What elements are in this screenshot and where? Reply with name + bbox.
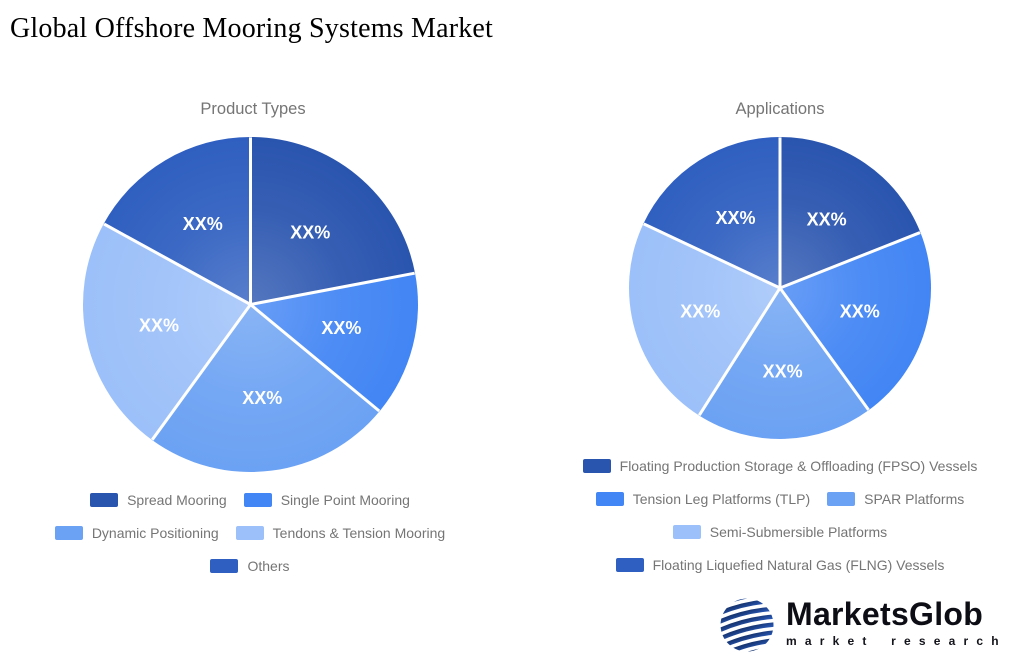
slice-label: XX% <box>680 301 720 321</box>
brand-logo: MarketsGlob market research <box>719 597 1007 653</box>
legend-swatch <box>243 492 272 507</box>
legend-label: Spread Mooring <box>127 491 227 508</box>
legend-swatch <box>672 524 701 539</box>
slice-label: XX% <box>715 208 755 228</box>
legend-label: SPAR Platforms <box>864 490 965 507</box>
legend-swatch <box>615 557 644 572</box>
legend-label: Tendons & Tension Mooring <box>272 524 446 541</box>
legend-swatch <box>827 491 856 506</box>
legend-row: Spread Mooring Single Point Mooring <box>0 490 500 509</box>
legend-label: Dynamic Positioning <box>91 524 219 541</box>
legend-item-spread-mooring: Spread Mooring <box>90 492 227 508</box>
legend-item-dynamic-positioning: Dynamic Positioning <box>54 524 219 541</box>
legend-row: Floating Production Storage & Offloading… <box>530 456 1030 475</box>
legend-item-spar-platforms: SPAR Platforms <box>827 491 964 507</box>
brand-tagline: market research <box>786 634 1007 648</box>
legend-row: Others <box>0 556 500 575</box>
slice-separator <box>778 286 870 411</box>
legend-swatch <box>235 525 264 540</box>
slice-label: XX% <box>762 361 802 381</box>
slice-label: XX% <box>290 223 330 243</box>
pie-svg: XX% XX% XX% XX% XX% <box>628 136 931 439</box>
legend-label: Tension Leg Platforms (TLP) <box>632 490 811 507</box>
legend-item-tendons-tension-mooring: Tendons & Tension Mooring <box>235 524 446 541</box>
legend-swatch <box>54 525 83 540</box>
legend-item-single-point-mooring: Single Point Mooring <box>243 491 410 508</box>
legend-item-others: Others <box>210 557 290 574</box>
slice-label: XX% <box>839 301 879 321</box>
chart-title-applications: Applications <box>735 100 825 118</box>
legend-label: Semi-Submersible Platforms <box>709 523 888 540</box>
slice-label: XX% <box>183 214 223 234</box>
legend-applications: Floating Production Storage & Offloading… <box>530 456 1030 574</box>
slice-label: XX% <box>139 315 179 335</box>
slice-separator <box>151 303 252 441</box>
legend-swatch <box>210 558 239 573</box>
slice-separator <box>103 222 252 306</box>
slice-separator <box>249 303 381 413</box>
slice-separator <box>778 230 921 289</box>
legend-swatch <box>582 458 611 473</box>
brand-name: MarketsGlob <box>786 596 984 632</box>
slice-label: XX% <box>806 209 846 229</box>
legend-row: Dynamic Positioning Tendons & Tension Moo… <box>0 523 500 542</box>
legend-row: Floating Liquefied Natural Gas (FLNG) Ve… <box>530 555 1030 574</box>
legend-swatch <box>90 492 119 507</box>
slice-separator <box>250 271 415 306</box>
slice-label: XX% <box>321 318 361 338</box>
legend-row: Semi-Submersible Platforms <box>530 522 1030 541</box>
chart-title-product-types: Product Types <box>200 100 306 118</box>
legend-label: Floating Production Storage & Offloading… <box>619 457 978 474</box>
legend-item-semi-submersible-platforms: Semi-Submersible Platforms <box>672 523 888 540</box>
legend-item-floating-liquefied-natural-gas-flng-vessels: Floating Liquefied Natural Gas (FLNG) Ve… <box>615 556 945 573</box>
legend-item-tension-leg-platforms-tlp: Tension Leg Platforms (TLP) <box>595 490 811 507</box>
legend-item-floating-production-storage-offloading-fpso-vessels: Floating Production Storage & Offloading… <box>582 457 978 474</box>
legend-row: Tension Leg Platforms (TLP) SPAR Platform… <box>530 489 1030 508</box>
legend-swatch <box>595 491 624 506</box>
pie-svg: XX% XX% XX% XX% XX% <box>83 137 418 472</box>
legend-label: Others <box>247 557 290 574</box>
slice-separator <box>642 222 781 289</box>
slice-label: XX% <box>242 388 282 408</box>
page-title: Global Offshore Mooring Systems Market <box>10 13 494 44</box>
slice-separator <box>697 286 781 416</box>
legend-label: Floating Liquefied Natural Gas (FLNG) Ve… <box>652 556 945 573</box>
legend-label: Single Point Mooring <box>280 491 410 508</box>
globe-icon <box>719 597 775 653</box>
legend-product-types: Spread Mooring Single Point Mooring Dynami… <box>0 490 500 575</box>
